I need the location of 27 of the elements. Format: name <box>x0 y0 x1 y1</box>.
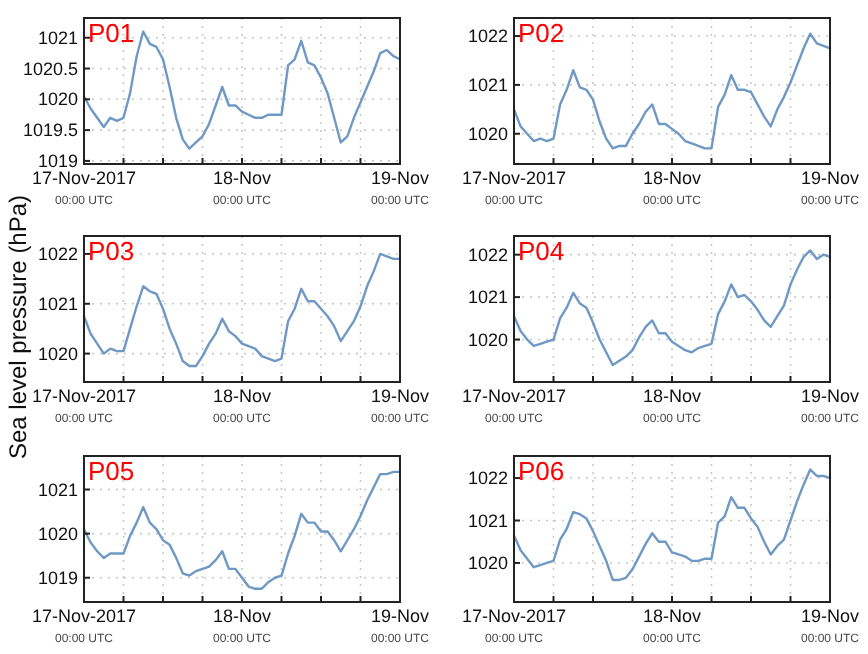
chart-title: P04 <box>518 236 565 266</box>
chart-title: P05 <box>88 456 135 486</box>
chart-title: P02 <box>518 18 565 48</box>
y-tick-label: 1022 <box>37 243 78 264</box>
chart-title: P01 <box>88 18 135 48</box>
y-tick-label: 1020 <box>37 523 78 544</box>
y-tick-label: 1021 <box>37 479 78 500</box>
y-tick-label: 1022 <box>467 468 508 489</box>
y-tick-label: 1022 <box>467 244 508 265</box>
y-tick-label: 1020 <box>467 123 508 144</box>
y-tick-label: 1021 <box>467 287 508 308</box>
y-tick-label: 1019 <box>37 150 78 171</box>
y-tick-label: 1020 <box>37 89 78 110</box>
y-tick-label: 1020 <box>467 329 508 350</box>
y-tick-label: 1020 <box>467 552 508 573</box>
y-tick-label: 1021 <box>467 74 508 95</box>
y-tick-label: 1020 <box>37 343 78 364</box>
chart-title: P03 <box>88 236 135 266</box>
y-tick-label: 1020.5 <box>22 58 78 79</box>
y-tick-label: 1021 <box>37 293 78 314</box>
y-tick-label: 1022 <box>467 26 508 47</box>
y-axis-title: Sea level pressure (hPa) <box>4 194 32 460</box>
y-tick-label: 1019.5 <box>22 120 78 141</box>
y-tick-label: 1019 <box>37 567 78 588</box>
y-tick-label: 1021 <box>467 510 508 531</box>
chart-title: P06 <box>518 456 565 486</box>
y-tick-label: 1021 <box>37 27 78 48</box>
